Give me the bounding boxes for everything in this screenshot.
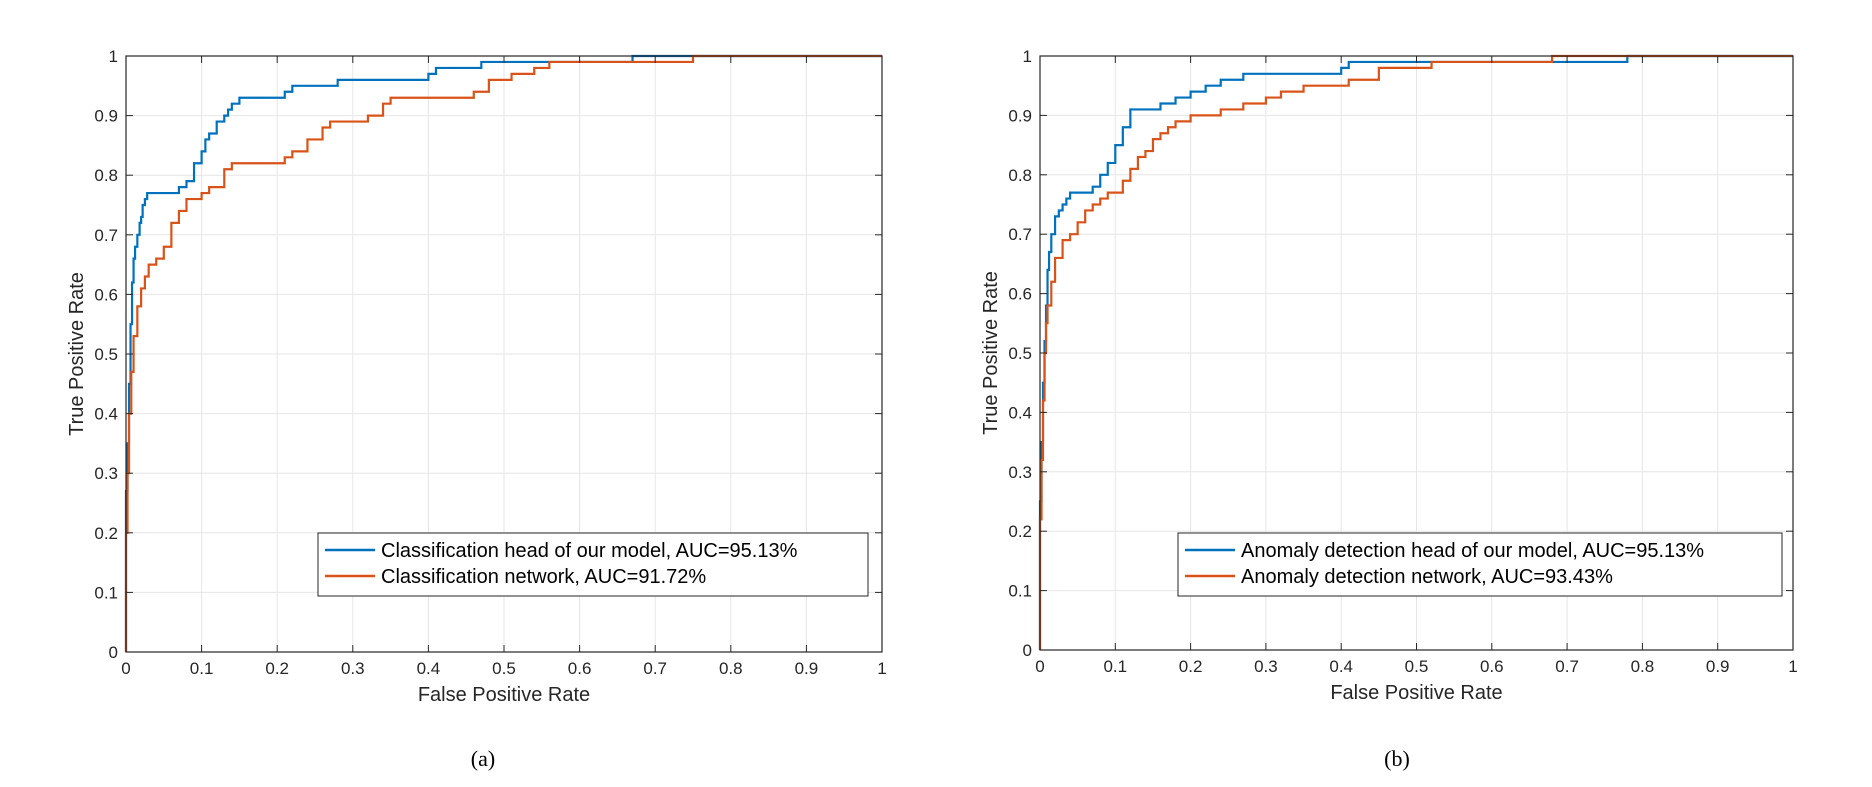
x-tick-label: 0.7 <box>1555 657 1579 676</box>
panel-caption: (a) <box>471 746 495 771</box>
y-tick-label: 0.1 <box>1008 582 1032 601</box>
y-tick-label: 0.5 <box>94 345 118 364</box>
y-tick-label: 0.6 <box>94 285 118 304</box>
x-axis-label: False Positive Rate <box>1330 682 1502 704</box>
x-tick-label: 0.4 <box>417 659 441 678</box>
roc-curve-network <box>124 54 882 652</box>
y-tick-label: 0.5 <box>1008 344 1032 363</box>
y-tick-label: 0.3 <box>1008 463 1032 482</box>
y-tick-label: 0.8 <box>1008 166 1032 185</box>
y-tick-label: 0.2 <box>94 524 118 543</box>
y-tick-label: 1 <box>109 47 118 66</box>
legend: Classification head of our model, AUC=95… <box>317 532 869 597</box>
x-tick-label: 0.5 <box>492 659 516 678</box>
legend-entry: Anomaly detection network, AUC=93.43% <box>1241 566 1613 588</box>
y-tick-label: 0.2 <box>1008 522 1032 541</box>
x-tick-label: 0.8 <box>1631 657 1655 676</box>
legend: Anomaly detection head of our model, AUC… <box>1177 532 1783 597</box>
x-tick-label: 0.7 <box>643 659 667 678</box>
y-tick-label: 0.6 <box>1008 285 1032 304</box>
x-tick-label: 0.1 <box>1103 657 1127 676</box>
x-tick-label: 0.4 <box>1329 657 1353 676</box>
y-tick-label: 0 <box>109 643 118 662</box>
x-tick-label: 1 <box>877 659 886 678</box>
x-tick-label: 0.6 <box>568 659 592 678</box>
y-tick-label: 0 <box>1023 641 1032 660</box>
x-tick-label: 0.2 <box>1179 657 1203 676</box>
x-tick-label: 0.6 <box>1480 657 1504 676</box>
roc-panel-b: 0 0.1 0.2 0.3 0.4 0.5 0.6 0.7 0.8 0.9 1 0 0.1 0.2 0.3 0… <box>980 47 1798 771</box>
y-tick-label: 0.7 <box>94 226 118 245</box>
y-tick-label: 0.8 <box>94 166 118 185</box>
legend-box <box>1177 532 1783 597</box>
x-axis-label: False Positive Rate <box>418 684 590 706</box>
roc-curve-model-head <box>1038 54 1793 650</box>
legend-entry: Classification network, AUC=91.72% <box>381 566 706 588</box>
panel-caption: (b) <box>1384 746 1410 771</box>
x-tick-label: 1 <box>1788 657 1797 676</box>
x-tick-label: 0 <box>1035 657 1044 676</box>
y-tick-label: 1 <box>1023 47 1032 66</box>
y-tick-label: 0.9 <box>94 107 118 126</box>
y-axis-label: True Positive Rate <box>66 272 88 436</box>
x-tick-label: 0.3 <box>341 659 365 678</box>
y-tick-label: 0.7 <box>1008 225 1032 244</box>
legend-box <box>317 532 869 597</box>
x-tick-label: 0.9 <box>1706 657 1730 676</box>
x-tick-label: 0.9 <box>795 659 819 678</box>
x-tick-label: 0.3 <box>1254 657 1278 676</box>
y-tick-label: 0.9 <box>1008 106 1032 125</box>
legend-entry: Classification head of our model, AUC=95… <box>381 540 798 562</box>
y-tick-label: 0.4 <box>1008 403 1032 422</box>
y-tick-label: 0.4 <box>94 405 118 424</box>
roc-curve-network <box>1038 54 1793 650</box>
y-tick-label: 0.1 <box>94 583 118 602</box>
x-tick-label: 0.8 <box>719 659 743 678</box>
y-tick-label: 0.3 <box>94 464 118 483</box>
x-tick-label: 0.1 <box>190 659 214 678</box>
roc-curve-model-head <box>124 54 882 652</box>
y-axis-label: True Positive Rate <box>980 271 1002 435</box>
x-tick-label: 0.2 <box>265 659 289 678</box>
legend-entry: Anomaly detection head of our model, AUC… <box>1241 540 1704 562</box>
x-tick-label: 0 <box>121 659 130 678</box>
roc-panel-a: 0 0.1 0.2 0.3 0.4 0.5 0.6 0.7 0.8 0.9 1 0 0.1 0.2 0.3 0… <box>66 47 887 771</box>
x-tick-label: 0.5 <box>1405 657 1429 676</box>
